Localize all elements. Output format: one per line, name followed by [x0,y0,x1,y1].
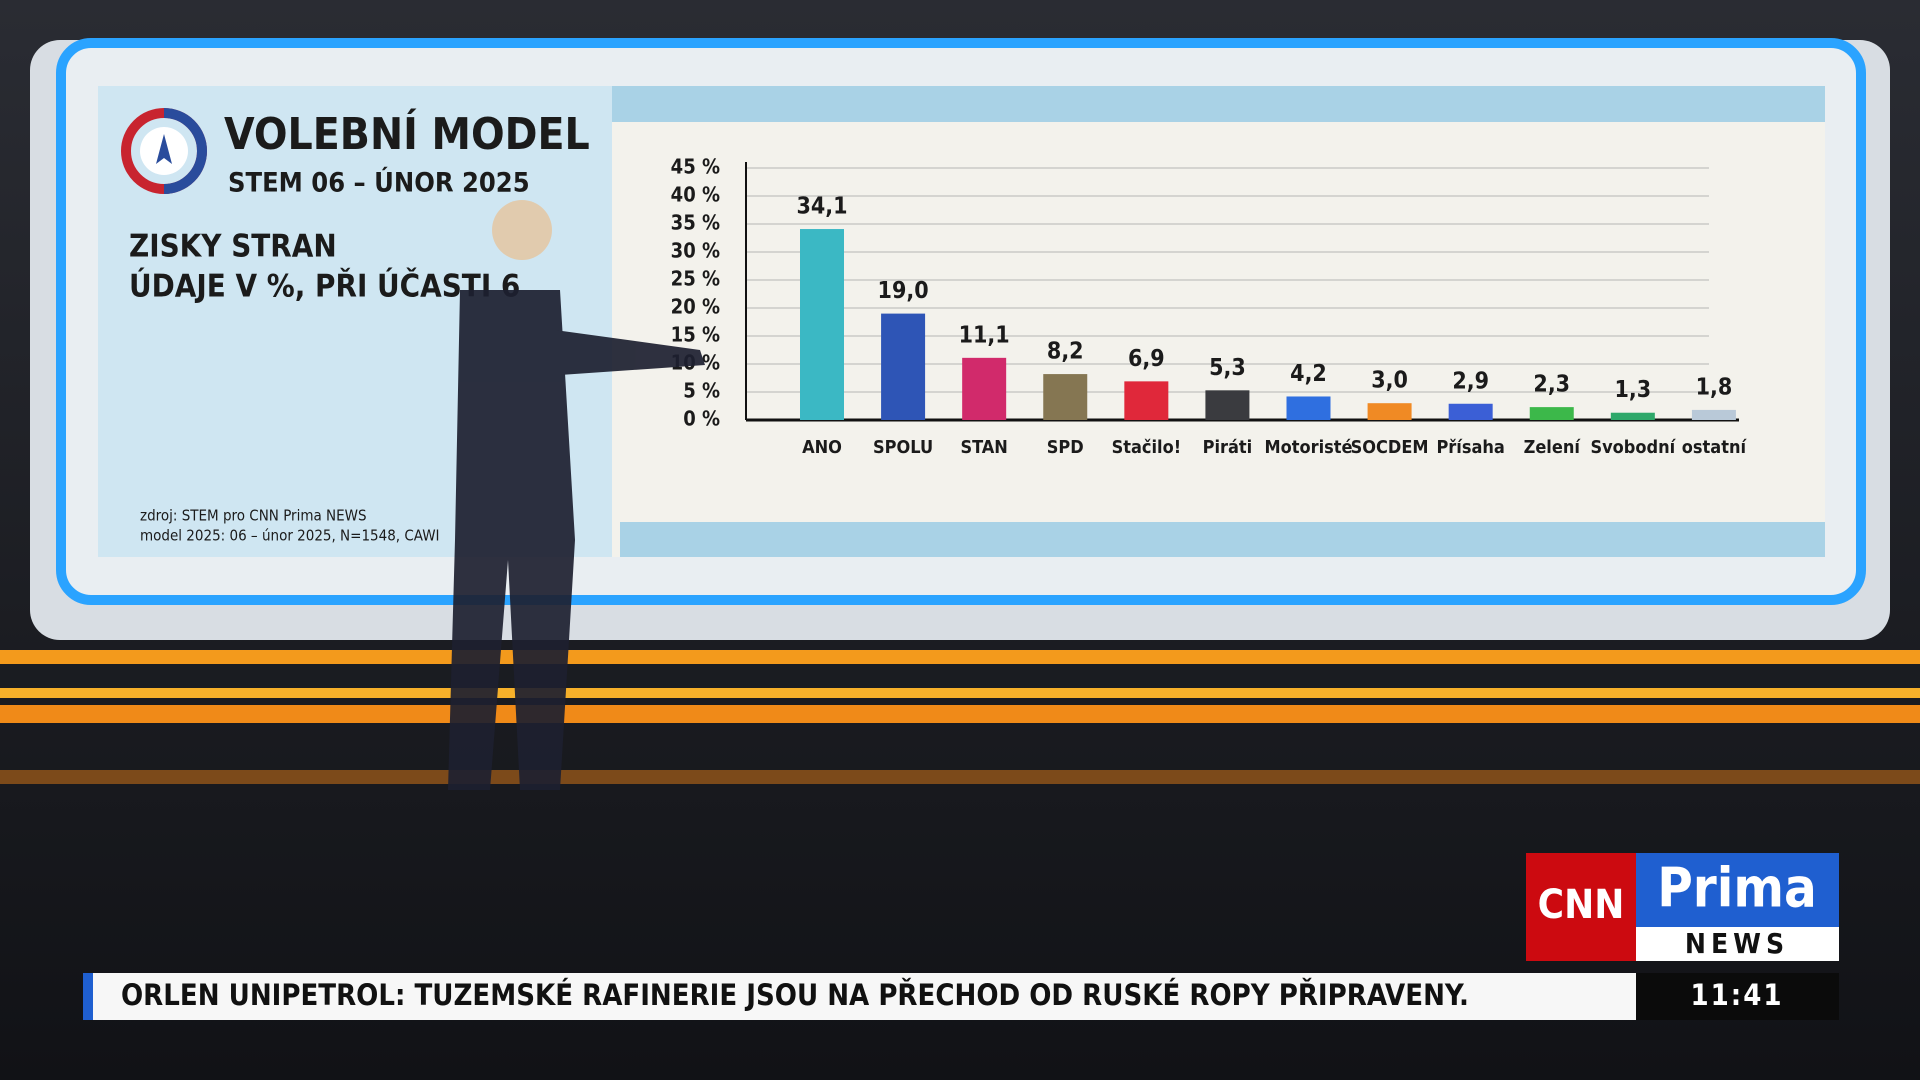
value-label: 1,3 [1615,377,1652,403]
y-tick-label: 30 % [671,239,720,263]
chart-panel-band [612,86,1825,122]
method: model 2025: 06 – únor 2025, N=1548, CAWI [140,527,440,545]
value-label: 34,1 [796,194,847,220]
chart-panel-band [620,522,1825,557]
y-tick-label: 20 % [671,295,720,319]
y-tick-label: 45 % [671,155,720,179]
x-tick-label: Piráti [1203,437,1253,458]
y-tick-label: 35 % [671,211,720,235]
bar [962,357,1007,420]
bar [881,313,926,420]
value-label: 11,1 [959,322,1010,348]
x-tick-label: Svobodní [1590,437,1676,458]
value-label: 4,2 [1290,361,1327,387]
orange-stripe [0,688,1920,698]
ticker-headline: ORLEN UNIPETROL: TUZEMSKÉ RAFINERIE JSOU… [121,978,1469,1012]
bar [1043,374,1088,420]
bar [1529,407,1574,420]
channel-logo: CNN Prima NEWS [1526,853,1839,961]
subtitle: STEM 06 – ÚNOR 2025 [228,167,530,199]
ticker-bar [83,973,1636,1020]
cnn-logo: CNN [1538,882,1625,928]
bar [800,229,844,420]
value-label: 5,3 [1209,355,1246,381]
value-label: 2,3 [1533,372,1570,398]
news-logo: NEWS [1685,927,1789,960]
bar [1610,412,1655,420]
x-tick-label: SPD [1047,437,1084,458]
x-tick-label: Přísaha [1436,437,1504,458]
x-tick-label: SPOLU [873,437,933,458]
value-label: 6,9 [1128,346,1165,372]
value-label: 1,8 [1696,374,1733,400]
value-label: 8,2 [1047,339,1084,365]
heading: ZISKY STRAN [129,229,337,265]
orange-stripe [0,705,1920,723]
value-label: 19,0 [878,278,929,304]
y-tick-label: 0 % [683,407,720,431]
bar [1286,396,1331,420]
source: zdroj: STEM pro CNN Prima NEWS [140,507,367,525]
value-label: 2,9 [1452,368,1489,394]
bar [1124,381,1169,420]
orange-stripe [0,650,1920,664]
floor-reflection [0,770,1920,784]
x-tick-label: Zelení [1524,437,1582,458]
ticker-accent [83,973,93,1020]
chart-panel [612,86,1825,557]
clock-box [1636,973,1839,1020]
x-tick-label: SOCDEM [1351,437,1429,458]
x-tick-label: Motoristé [1264,437,1352,458]
y-tick-label: 40 % [671,183,720,207]
y-tick-label: 15 % [671,323,720,347]
y-tick-label: 25 % [671,267,720,291]
bar [1205,390,1250,420]
prima-logo: Prima [1657,857,1817,920]
x-tick-label: STAN [960,437,1007,458]
x-tick-label: ANO [802,437,842,458]
stem-logo [121,108,207,194]
bar [1448,403,1493,420]
y-tick-label: 5 % [683,379,720,403]
x-tick-label: Stačilo! [1112,437,1182,458]
title: VOLEBNÍ MODEL [224,107,590,160]
bar-chart: 0 %5 %10 %15 %20 %25 %30 %35 %40 %45 %AN… [671,155,1748,459]
clock: 11:41 [1690,978,1783,1012]
x-tick-label: ostatní [1682,437,1748,458]
bar [1691,409,1736,420]
bar [1367,403,1412,420]
value-label: 3,0 [1371,368,1408,394]
note: ÚDAJE V %, PŘI ÚČASTI 6 [129,268,520,305]
presenter [448,200,705,790]
